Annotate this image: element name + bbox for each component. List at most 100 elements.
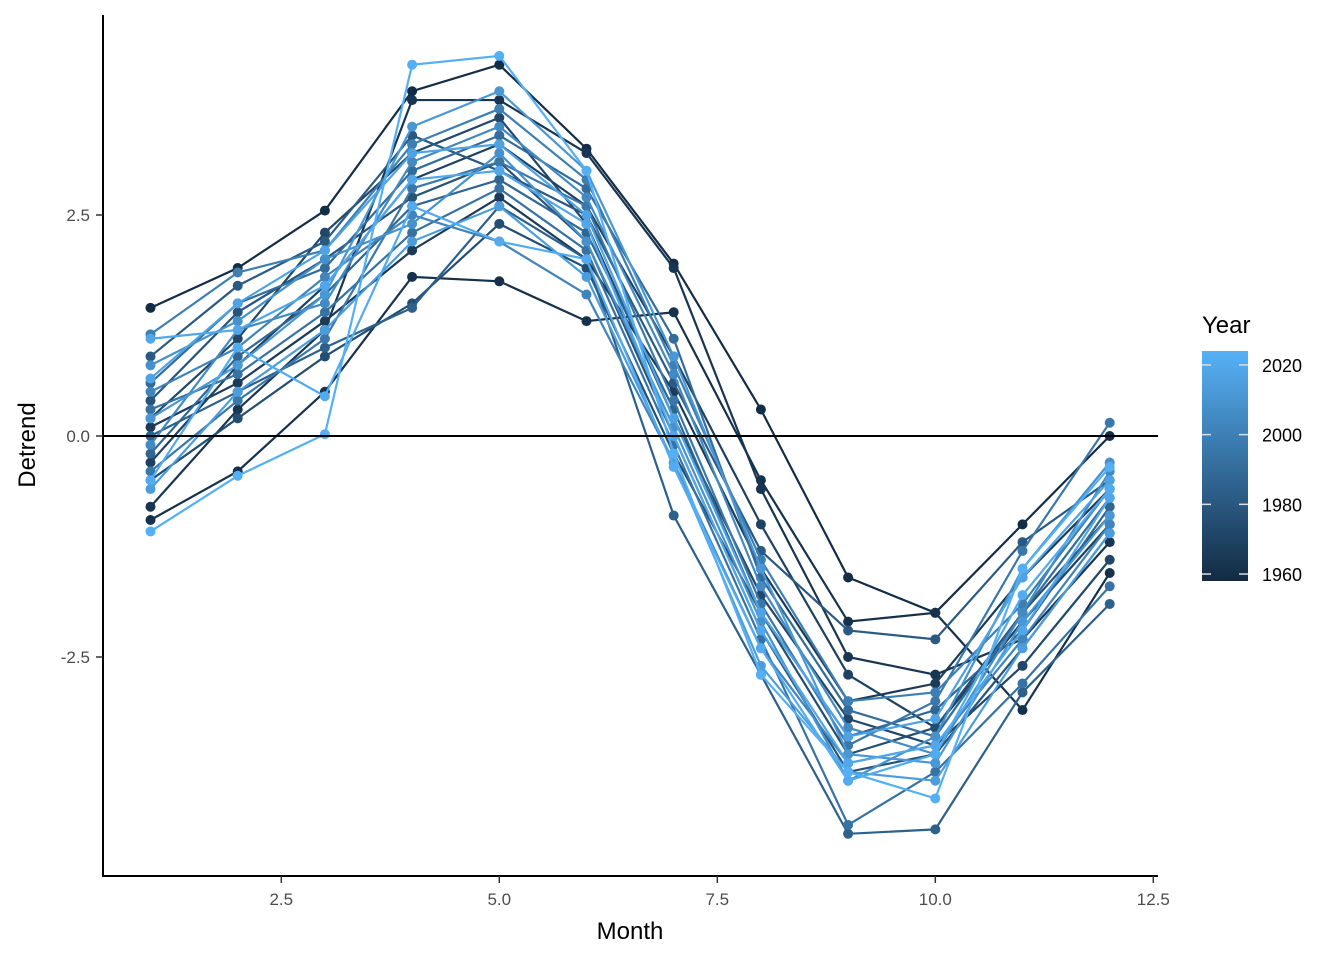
data-point: [319, 263, 330, 274]
legend-tick-label: 2020: [1262, 356, 1302, 376]
series-line: [149, 143, 1111, 738]
data-point: [668, 369, 679, 380]
data-point: [843, 713, 854, 724]
data-point: [1104, 492, 1115, 503]
data-point: [407, 156, 418, 167]
data-point: [494, 218, 505, 229]
x-tick-label: 5.0: [487, 890, 511, 909]
data-point: [1017, 625, 1028, 636]
data-point: [145, 386, 156, 397]
data-point: [581, 218, 592, 229]
series-line: [149, 134, 1111, 641]
series-line: [150, 204, 1111, 835]
series-line: [150, 169, 1111, 765]
data-point: [930, 678, 941, 689]
data-point: [407, 148, 418, 159]
data-point: [1104, 501, 1115, 512]
data-point: [319, 271, 330, 282]
data-point: [319, 236, 330, 247]
data-point: [930, 696, 941, 707]
x-tick-label: 12.5: [1137, 890, 1170, 909]
data-point: [1104, 581, 1115, 592]
data-point: [319, 254, 330, 265]
data-point: [1017, 643, 1028, 654]
data-point: [843, 819, 854, 830]
data-point: [1017, 678, 1028, 689]
data-point: [407, 227, 418, 238]
series-line: [149, 54, 1111, 800]
data-point: [145, 484, 156, 495]
data-point: [1017, 705, 1028, 716]
data-point: [1104, 484, 1115, 495]
data-point: [1104, 568, 1115, 579]
data-point: [843, 696, 854, 707]
data-point: [1104, 537, 1115, 548]
data-point: [494, 156, 505, 167]
data-point: [319, 391, 330, 402]
data-point: [232, 360, 243, 371]
data-point: [1104, 510, 1115, 521]
data-point: [581, 192, 592, 203]
data-point: [843, 828, 854, 839]
data-point: [755, 563, 766, 574]
data-point: [145, 413, 156, 424]
data-point: [930, 766, 941, 777]
data-point: [145, 457, 156, 468]
series-layer: [145, 50, 1115, 839]
data-point: [319, 316, 330, 327]
data-point: [755, 625, 766, 636]
data-point: [232, 342, 243, 353]
data-point: [145, 360, 156, 371]
data-point: [407, 95, 418, 106]
data-point: [581, 271, 592, 282]
data-point: [494, 95, 505, 106]
series-2017: [145, 139, 1115, 742]
data-point: [145, 302, 156, 313]
data-point: [1017, 563, 1028, 574]
data-point: [581, 165, 592, 176]
data-point: [1104, 417, 1115, 428]
data-point: [319, 342, 330, 353]
data-point: [581, 289, 592, 300]
data-point: [494, 50, 505, 61]
data-point: [145, 448, 156, 459]
data-point: [930, 607, 941, 618]
data-point: [407, 86, 418, 97]
y-axis-title: Detrend: [14, 402, 41, 487]
data-point: [930, 687, 941, 698]
data-point: [668, 351, 679, 362]
data-point: [319, 429, 330, 440]
data-point: [145, 373, 156, 384]
data-point: [843, 731, 854, 742]
data-point: [843, 652, 854, 662]
data-point: [232, 316, 243, 327]
data-point: [232, 395, 243, 406]
series-1972: [145, 112, 1115, 751]
data-point: [930, 669, 941, 680]
data-point: [232, 404, 243, 415]
data-point: [145, 501, 156, 512]
data-point: [668, 263, 679, 274]
data-point: [668, 333, 679, 344]
legend-tick-label: 1960: [1262, 565, 1302, 585]
data-point: [1104, 528, 1115, 539]
legend-title: Year: [1202, 312, 1251, 339]
data-point: [843, 616, 854, 627]
data-point: [145, 404, 156, 415]
data-point: [1017, 545, 1028, 556]
data-point: [232, 377, 243, 388]
legend-tick-label: 2000: [1262, 426, 1302, 446]
data-point: [1104, 519, 1115, 530]
series-2023: [145, 50, 1115, 804]
data-point: [1017, 607, 1028, 618]
data-point: [843, 758, 854, 769]
data-point: [319, 298, 330, 309]
x-tick-label: 7.5: [705, 890, 729, 909]
data-point: [668, 510, 679, 521]
data-point: [1017, 660, 1028, 671]
data-point: [668, 461, 679, 472]
data-point: [232, 280, 243, 291]
data-point: [407, 174, 418, 185]
data-point: [843, 722, 854, 733]
